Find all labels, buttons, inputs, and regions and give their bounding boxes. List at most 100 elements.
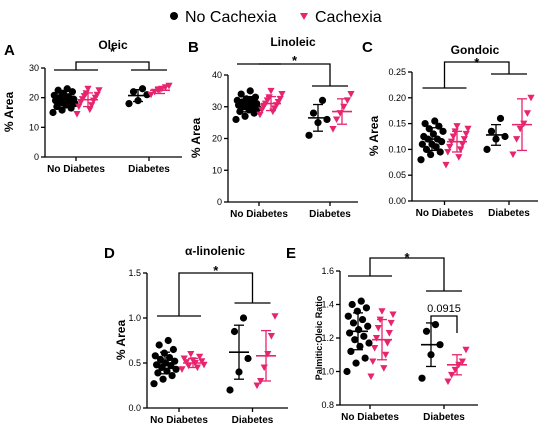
y-tick-label: 0.20: [388, 93, 406, 103]
data-point: [178, 366, 186, 373]
data-point: [442, 161, 450, 169]
data-point: [264, 351, 272, 358]
data-point: [86, 106, 94, 114]
data-point: [187, 351, 195, 358]
x-tick-label: Diabetes: [423, 412, 465, 423]
data-point: [63, 85, 71, 93]
data-point: [387, 319, 395, 327]
y-tick-label: 0.00: [388, 196, 406, 206]
y-tick-label: 0: [34, 152, 39, 162]
data-point: [417, 156, 425, 164]
y-axis-label: % Area: [2, 92, 16, 133]
data-point: [483, 145, 491, 153]
significance-bracket: *: [237, 53, 348, 87]
data-point: [305, 131, 313, 139]
data-point: [237, 90, 245, 98]
y-tick-label: 0: [217, 197, 222, 207]
data-point: [156, 355, 165, 363]
data-point: [361, 354, 369, 362]
data-point: [125, 100, 133, 108]
panel-a: A Oleic % Area 0 10 20 30 No Diabetes Diabetes *: [2, 38, 182, 175]
data-point: [169, 345, 178, 354]
x-tick-label: No Diabetes: [150, 415, 208, 426]
significance-star: *: [292, 53, 298, 68]
data-point: [347, 91, 355, 98]
y-tick-label: 30: [212, 102, 222, 112]
data-point: [360, 332, 368, 340]
series-cachexia: [509, 94, 535, 159]
bracket-line: [75, 61, 150, 70]
panel-title: α-linolenic: [185, 244, 245, 258]
x-tick-label: No Diabetes: [341, 412, 399, 423]
panel-letter: D: [104, 245, 115, 262]
data-point: [196, 353, 204, 361]
series-no-cachexia: [417, 117, 447, 164]
data-point: [362, 304, 371, 312]
data-point: [172, 365, 180, 373]
legend-marker-triangle: [300, 13, 308, 20]
data-point: [382, 351, 390, 359]
legend-marker-circle: [170, 12, 178, 20]
data-point: [138, 85, 147, 93]
y-tick-label: 1.2: [321, 333, 334, 343]
y-tick-label: 0.15: [388, 119, 406, 129]
y-tick-label: 1.4: [321, 300, 334, 310]
data-point: [343, 367, 351, 376]
data-point: [365, 339, 373, 347]
y-tick-label: 0.10: [388, 144, 406, 154]
x-tick-label: Diabetes: [488, 208, 530, 219]
significance-bracket: *: [54, 44, 167, 71]
data-point: [230, 327, 239, 336]
data-point: [439, 127, 447, 135]
data-point: [516, 125, 524, 133]
data-point: [460, 136, 468, 143]
data-point: [367, 373, 375, 381]
data-point: [453, 123, 461, 130]
data-point: [345, 329, 354, 337]
data-point: [358, 315, 367, 324]
panel-e: E Palmitic:Oleic Ratio 0.8 1.0 1.2 1.4 1.6 No D…: [286, 245, 478, 423]
data-point: [236, 107, 244, 116]
data-point: [340, 103, 348, 111]
y-tick-label: 0.0: [128, 403, 141, 413]
data-point: [159, 375, 167, 383]
data-point: [421, 120, 429, 128]
series-no-cachexia: [343, 297, 373, 376]
data-point: [333, 116, 341, 124]
data-point: [357, 297, 365, 305]
data-point: [164, 336, 172, 345]
data-point: [372, 335, 381, 342]
data-point: [523, 110, 531, 117]
bracket-line: [178, 272, 254, 316]
data-point: [180, 355, 188, 363]
data-point: [458, 141, 467, 148]
series-cachexia: [73, 85, 103, 118]
data-point: [444, 378, 452, 386]
data-point: [256, 111, 264, 119]
data-point: [198, 358, 206, 365]
data-point: [422, 327, 431, 335]
data-point: [435, 122, 443, 130]
data-point: [444, 148, 452, 156]
data-point: [73, 110, 81, 118]
series-no-cachexia: [232, 87, 262, 124]
series-no-cachexia: [226, 314, 252, 394]
panel-title: Oleic: [98, 38, 128, 52]
y-tick-label: 10: [29, 122, 39, 132]
y-tick-label: 1.6: [321, 266, 334, 276]
data-point: [244, 354, 252, 363]
data-point: [427, 150, 435, 159]
data-point: [278, 91, 286, 98]
series-cachexia: [256, 87, 286, 119]
significance-bracket: *: [422, 55, 527, 89]
data-point: [383, 340, 392, 347]
data-point: [241, 112, 249, 120]
significance-bracket: *: [348, 250, 462, 292]
data-point: [436, 148, 444, 156]
significance-star: *: [213, 263, 219, 278]
y-tick-label: 40: [212, 70, 222, 80]
data-point: [253, 382, 261, 390]
data-point: [151, 352, 159, 360]
series-cachexia: [444, 346, 470, 386]
